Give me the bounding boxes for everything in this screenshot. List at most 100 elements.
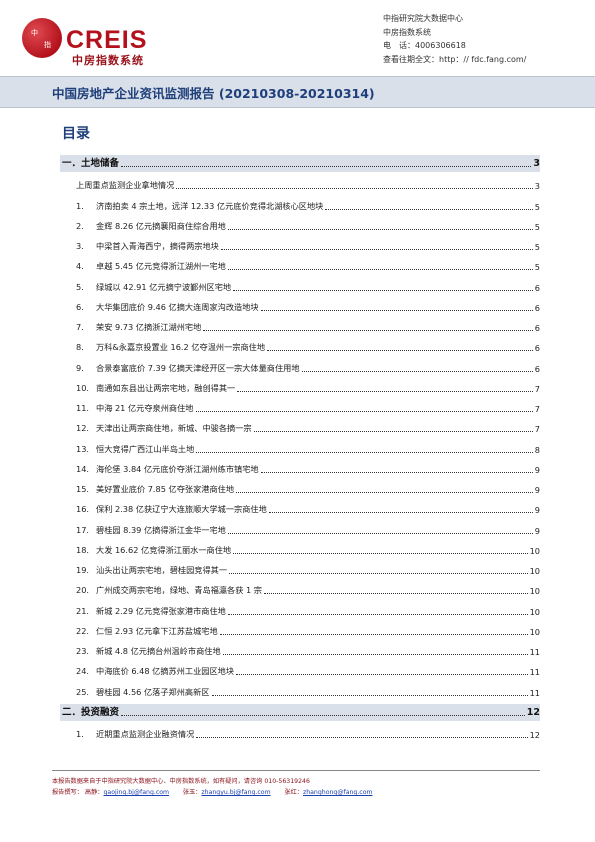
toc-entry-label: 21. 新城 2.29 亿元竞得张家港市商住地 [76, 605, 226, 617]
page-footer: 本报告数据来自于中指研究院大数据中心、中房指数系统，如有疑问，请咨询 010-5… [52, 776, 373, 798]
toc-page-number: 10 [529, 586, 540, 597]
toc-entry-text: 新城 2.29 亿元竞得张家港市商住地 [96, 605, 226, 616]
toc-entry-text: 大华集团底价 9.46 亿摘大连周家沟改造地块 [96, 301, 259, 312]
toc-entry-number: 19. [76, 565, 90, 575]
toc-entry-number: 10. [76, 382, 90, 393]
contact-line: 中指研究院大数据中心 [383, 14, 463, 23]
toc-entry[interactable]: 23. 新城 4.8 亿元摘台州温岭市商住地 11 [60, 641, 540, 661]
report-title: 中国房地产企业资讯监测报告 (20210308-20210314) [52, 86, 375, 101]
logo-wordmark: CREIS [66, 26, 148, 54]
toc-entry[interactable]: 25. 碧桂园 4.56 亿落子郑州高新区 11 [60, 681, 540, 701]
toc-leader-dots [268, 512, 533, 514]
toc-entry[interactable]: 22. 仁恒 2.93 亿元拿下江苏盐城宅地 10 [60, 621, 540, 641]
toc-section-heading[interactable]: 一．土地储备 3 [60, 155, 540, 172]
toc-page-number: 9 [534, 525, 540, 536]
toc-entry[interactable]: 2. 金辉 8.26 亿元摘襄阳商住综合用地 5 [60, 216, 540, 236]
toc-entry-number: 23. [76, 646, 90, 656]
toc-entry[interactable]: 24. 中海底价 6.48 亿摘苏州工业园区地块 11 [60, 661, 540, 681]
toc-entry[interactable]: 19. 汕头出让两宗宅地，碧桂园竞得其一 10 [60, 560, 540, 580]
toc-leader-dots [233, 552, 528, 554]
toc-entry-label: 15. 美好置业底价 7.85 亿夺张家港商住地 [76, 483, 234, 495]
author-name: 张玉： [182, 789, 202, 796]
toc-page-number: 5 [534, 201, 540, 212]
toc-page-number: 9 [534, 485, 540, 495]
toc-entry[interactable]: 7. 荣安 9.73 亿摘浙江湖州宅地 6 [60, 317, 540, 337]
author-email-link[interactable]: zhangyu.bj@fang.com [201, 789, 271, 796]
toc-leader-dots [260, 309, 533, 311]
toc-entry-text: 荣安 9.73 亿摘浙江湖州宅地 [96, 322, 202, 332]
toc-page-number: 6 [534, 363, 540, 374]
toc-entry-text: 近期重点监测企业融资情况 [96, 728, 195, 739]
toc-leader-dots [219, 633, 528, 635]
toc-entry[interactable]: 1. 近期重点监测企业融资情况 12 [60, 724, 540, 744]
toc-entry[interactable]: 4. 卓越 5.45 亿元竞得浙江湖州一宅地 5 [60, 256, 540, 276]
toc-entry[interactable]: 21. 新城 2.29 亿元竞得张家港市商住地 10 [60, 600, 540, 620]
author-name: 高静： [84, 789, 104, 796]
toc-entry-number: 16. [76, 504, 90, 515]
toc-entry-label: 8. 万科&永嘉京投置业 16.2 亿夺温州一宗商住地 [76, 341, 265, 353]
page-header: 中指 CREIS 中房指数系统 中指研究院大数据中心 中房指数系统 电 话：40… [0, 0, 595, 76]
toc-entry-text: 南通如东县出让两宗宅地，融创得其一 [96, 382, 236, 393]
toc-leader-dots [260, 471, 533, 473]
toc-entry[interactable]: 11. 中海 21 亿元夺泉州商住地 7 [60, 398, 540, 418]
toc-entry-label: 4. 卓越 5.45 亿元竞得浙江湖州一宅地 [76, 260, 226, 272]
toc-entry-label: 17. 碧桂园 8.39 亿摘得浙江金华一宅地 [76, 524, 226, 536]
toc-page-number: 6 [534, 302, 540, 313]
toc-page-number: 3 [534, 181, 540, 192]
toc-entry[interactable]: 12. 天津出让两宗商住地，新城、中骏各摘一宗 7 [60, 418, 540, 438]
toc-entry-label: 22. 仁恒 2.93 亿元拿下江苏盐城宅地 [76, 625, 218, 637]
toc-entry-text: 天津出让两宗商住地，新城、中骏各摘一宗 [96, 423, 252, 434]
toc-page-number: 10 [529, 566, 540, 576]
logo-subtitle: 中房指数系统 [72, 54, 144, 67]
toc-entry[interactable]: 16. 保利 2.38 亿获辽宁大连旅顺大学城一宗商住地 9 [60, 499, 540, 519]
toc-subsection[interactable]: 上周重点监测企业拿地情况 3 [60, 175, 540, 195]
author-email-link[interactable]: gaojing.bj@fang.com [103, 789, 170, 796]
toc-entry-number: 13. [76, 443, 90, 454]
toc-entry[interactable]: 20. 广州成交两宗宅地，绿地、青岛福瀛各获 1 宗 10 [60, 580, 540, 600]
toc-entry-text: 仁恒 2.93 亿元拿下江苏盐城宅地 [96, 625, 218, 636]
toc-entry[interactable]: 5. 绿城以 42.91 亿元摘宁波鄞州区宅地 6 [60, 276, 540, 296]
toc-entry[interactable]: 13. 恒大竞得广西江山半岛土地 8 [60, 438, 540, 458]
toc-entry-text: 金辉 8.26 亿元摘襄阳商住综合用地 [96, 220, 226, 231]
toc-page-number: 10 [529, 545, 540, 556]
toc-entry[interactable]: 8. 万科&永嘉京投置业 16.2 亿夺温州一宗商住地 6 [60, 337, 540, 357]
toc-leader-dots [237, 390, 533, 392]
toc-entry[interactable]: 10. 南通如东县出让两宗宅地，融创得其一 7 [60, 378, 540, 398]
toc-page-number: 11 [529, 647, 540, 657]
toc-entry-text: 万科&永嘉京投置业 16.2 亿夺温州一宗商住地 [96, 342, 266, 353]
toc-entry-text: 海伦堡 3.84 亿元底价夺浙江湖州练市镇宅地 [96, 463, 259, 474]
toc-leader-dots [196, 451, 533, 453]
toc-page-number: 10 [529, 626, 540, 637]
contact-info: 中指研究院大数据中心 中房指数系统 电 话：4006306618 查看往期全文：… [383, 12, 526, 66]
toc-leader-dots [211, 694, 528, 696]
toc-entry-text: 新城 4.8 亿元摘台州温岭市商住地 [96, 646, 221, 656]
toc-entry[interactable]: 18. 大发 16.62 亿竞得浙江丽水一商住地 10 [60, 540, 540, 560]
toc-entry-number: 3. [76, 241, 84, 251]
toc-page-number: 6 [534, 323, 540, 333]
toc-entry[interactable]: 6. 大华集团底价 9.46 亿摘大连周家沟改造地块 6 [60, 297, 540, 317]
footer-note: 本报告数据来自于中指研究院大数据中心、中房指数系统，如有疑问，请咨询 010-5… [52, 778, 310, 785]
toc-leader-dots [121, 714, 525, 716]
toc-page-number: 5 [534, 242, 540, 252]
toc-entry-label: 1. 济南拍卖 4 宗土地，远洋 12.33 亿元底价竞得北湖核心区地块 [76, 200, 323, 212]
toc-entry[interactable]: 3. 中梁首入青海西宁，摘得两宗地块 5 [60, 236, 540, 256]
toc-entry-text: 卓越 5.45 亿元竞得浙江湖州一宅地 [96, 261, 226, 272]
toc-entry[interactable]: 14. 海伦堡 3.84 亿元底价夺浙江湖州练市镇宅地 9 [60, 459, 540, 479]
toc-leader-dots [176, 188, 533, 190]
contact-line[interactable]: 查看往期全文：http：// fdc.fang.com/ [383, 54, 527, 64]
toc-entry-text: 美好置业底价 7.85 亿夺张家港商住地 [96, 484, 235, 494]
author-email-link[interactable]: zhanghong@fang.com [302, 789, 373, 796]
toc-page-number: 12 [526, 706, 540, 718]
logo-emblem-icon: 中指 [22, 18, 62, 58]
toc-entry[interactable]: 17. 碧桂园 8.39 亿摘得浙江金华一宅地 9 [60, 519, 540, 539]
toc-entry[interactable]: 1. 济南拍卖 4 宗土地，远洋 12.33 亿元底价竞得北湖核心区地块 5 [60, 195, 540, 215]
toc-entry-number: 25. [76, 686, 90, 697]
toc-entry-number: 12. [76, 423, 90, 434]
toc-entry[interactable]: 9. 合景泰富底价 7.39 亿摘天津经开区一宗大体量商住用地 6 [60, 357, 540, 377]
toc-entry-text: 合景泰富底价 7.39 亿摘天津经开区一宗大体量商住用地 [96, 362, 300, 373]
toc-page-number: 9 [534, 505, 540, 516]
toc-section-heading[interactable]: 二．投资融资 12 [60, 703, 540, 721]
toc-entry[interactable]: 15. 美好置业底价 7.85 亿夺张家港商住地 9 [60, 479, 540, 499]
toc-entry-label: 5. 绿城以 42.91 亿元摘宁波鄞州区宅地 [76, 281, 231, 293]
toc-leader-dots [325, 208, 533, 210]
